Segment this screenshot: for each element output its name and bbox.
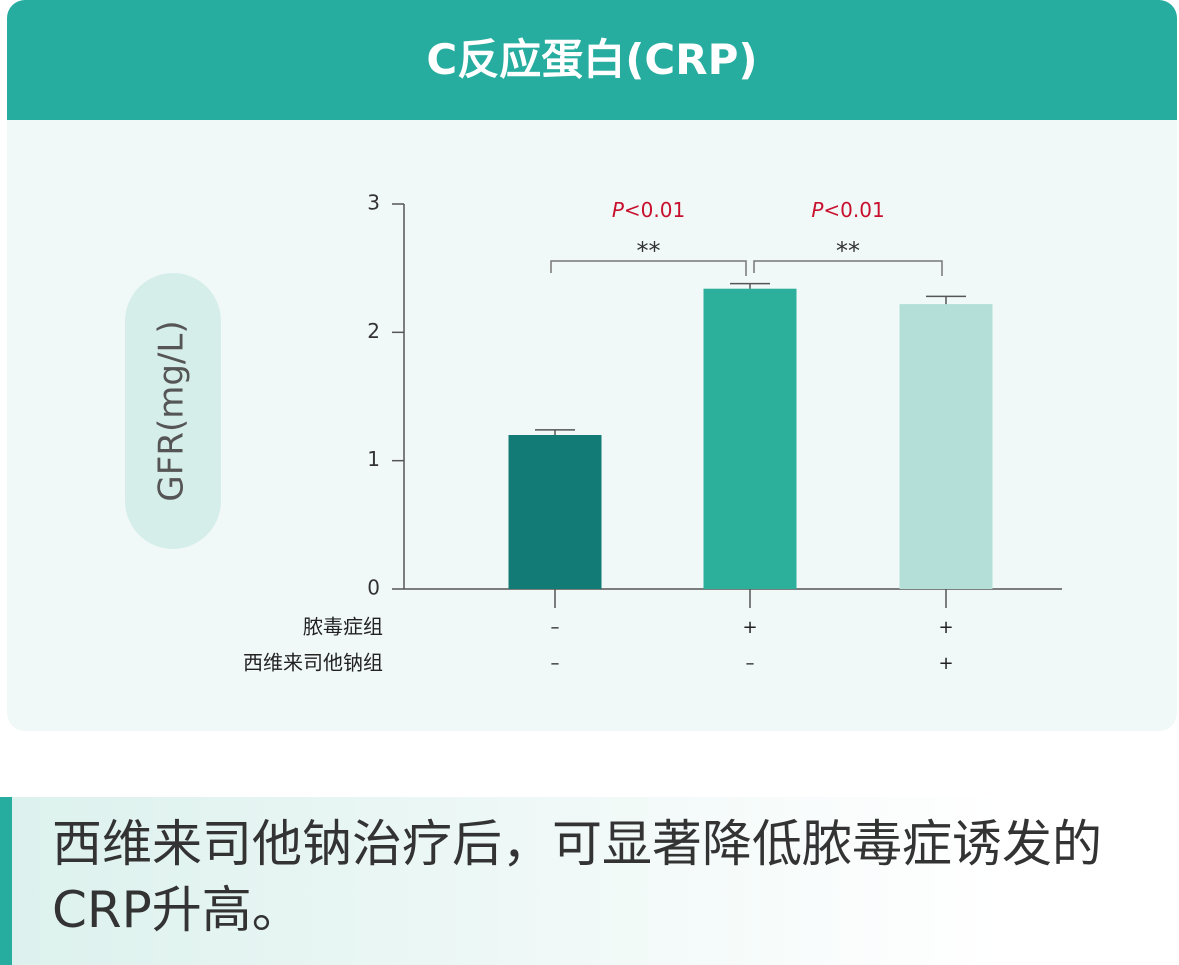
- bar: [703, 288, 797, 589]
- group-mark: +: [938, 617, 953, 638]
- significance-stars: **: [836, 237, 860, 265]
- group-mark: +: [742, 617, 757, 638]
- bar: [508, 435, 602, 589]
- p-text: <0.01: [823, 198, 884, 222]
- group-label: 脓毒症组: [303, 615, 383, 639]
- group-mark: +: [938, 653, 953, 674]
- y-label-pill: [125, 273, 221, 549]
- y-tick-label: 2: [367, 319, 380, 343]
- p-value: P<0.01: [612, 198, 685, 222]
- error-bar: [926, 295, 966, 305]
- bar: [899, 304, 993, 589]
- significance-stars: **: [637, 237, 661, 265]
- caption: 西维来司他钠治疗后，可显著降低脓毒症诱发的CRP升高。: [52, 815, 1102, 939]
- group-mark: –: [551, 653, 560, 674]
- error-bar: [730, 282, 770, 289]
- caption-accent: [0, 797, 12, 965]
- group-mark: –: [746, 653, 755, 674]
- p-symbol: P: [811, 198, 824, 222]
- chart-title: C反应蛋白(CRP): [7, 0, 1177, 120]
- p-value: P<0.01: [811, 198, 884, 222]
- group-mark: –: [551, 617, 560, 638]
- caption-box: 西维来司他钠治疗后，可显著降低脓毒症诱发的CRP升高。: [0, 797, 1179, 965]
- y-tick-label: 1: [367, 447, 380, 471]
- group-label: 西维来司他钠组: [243, 651, 383, 675]
- y-tick-label: 0: [367, 576, 380, 600]
- p-text: <0.01: [624, 198, 685, 222]
- significance-bracket: [550, 260, 747, 276]
- significance-bracket: [753, 260, 943, 276]
- p-symbol: P: [612, 198, 625, 222]
- y-axis-label: GFR(mg/L): [152, 320, 192, 501]
- y-tick-label: 3: [367, 191, 380, 215]
- error-bar: [535, 429, 575, 435]
